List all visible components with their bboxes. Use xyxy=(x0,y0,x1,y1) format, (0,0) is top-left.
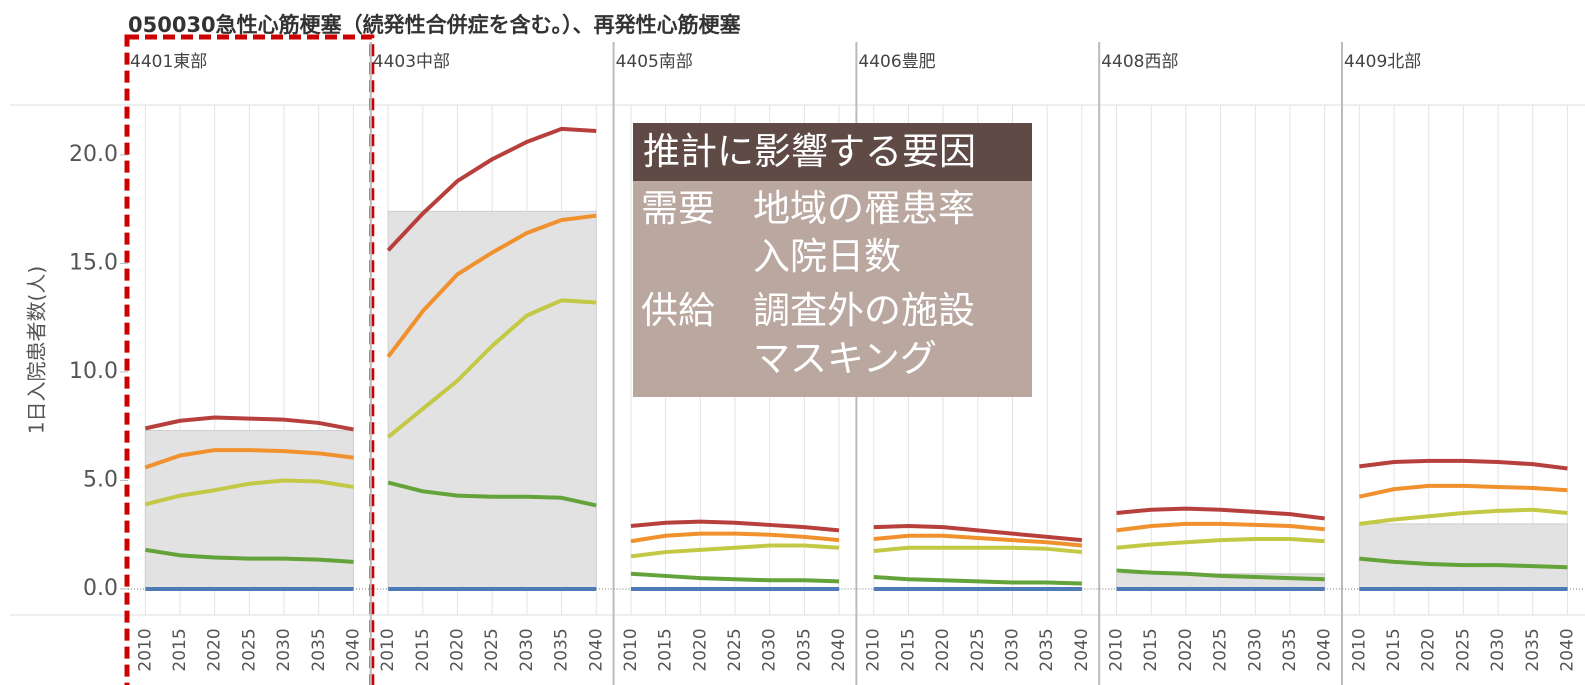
panel-label: 4406豊肥 xyxy=(858,52,935,72)
x-tick-label: 2020 xyxy=(205,628,225,671)
annotation-item: マスキング xyxy=(753,337,937,380)
y-tick-label: 10.0 xyxy=(69,359,118,384)
annotation-items: 調査外の施設 マスキング xyxy=(753,287,975,383)
series-line xyxy=(1116,537,1325,550)
series-line xyxy=(386,126,597,252)
annotation-header: 推計に影響する要因 xyxy=(633,123,1032,181)
annotation-row: 供給 調査外の施設 マスキング xyxy=(641,287,1032,383)
x-tick-label: 2020 xyxy=(448,628,468,671)
series-line xyxy=(144,478,354,507)
x-tick-label: 2015 xyxy=(898,628,918,671)
panel-label: 4401東部 xyxy=(130,52,207,72)
x-tick-label: 2025 xyxy=(968,628,988,671)
x-tick-label: 2010 xyxy=(1349,628,1369,671)
x-tick-label: 2025 xyxy=(482,628,502,671)
x-tick-label: 2035 xyxy=(1280,628,1300,671)
x-tick-label: 2015 xyxy=(413,628,433,671)
x-tick-label: 2030 xyxy=(1488,628,1508,671)
series-line xyxy=(630,571,840,584)
panel-label: 4409北部 xyxy=(1344,52,1421,72)
x-tick-label: 2030 xyxy=(760,628,780,671)
highlight-box xyxy=(124,34,375,685)
x-tick-label: 2015 xyxy=(656,628,676,671)
series-line xyxy=(145,547,354,564)
series-line xyxy=(1359,458,1568,471)
panel-label: 4405南部 xyxy=(616,52,693,72)
annotation-box: 推計に影響する要因 需要 地域の罹患率 入院日数 供給 調査外の施設 マスキング xyxy=(633,123,1032,397)
x-tick-label: 2010 xyxy=(378,628,398,671)
x-tick-label: 2010 xyxy=(135,628,155,671)
x-tick-label: 2010 xyxy=(864,628,884,671)
annotation-label: 供給 xyxy=(641,289,715,332)
x-tick-label: 2015 xyxy=(170,628,190,671)
x-tick-label: 2020 xyxy=(1419,628,1439,671)
annotation-body: 需要 地域の罹患率 入院日数 供給 調査外の施設 マスキング xyxy=(633,181,1032,397)
shaded-area xyxy=(387,210,597,590)
annotation-item: 調査外の施設 xyxy=(753,289,975,332)
x-tick-label: 2025 xyxy=(725,628,745,671)
series-line xyxy=(386,213,597,358)
x-tick-label: 2040 xyxy=(586,628,606,671)
series-line xyxy=(873,575,1082,586)
annotation-label: 需要 xyxy=(641,187,715,230)
x-tick-label: 2035 xyxy=(309,628,329,671)
series-line xyxy=(386,298,597,439)
chart-title: 050030急性心筋梗塞（続発性合併症を含む。）、再発性心筋梗塞 xyxy=(128,13,742,37)
y-axis-label: 1日入院患者数(人) xyxy=(25,266,49,434)
panel-label: 4408西部 xyxy=(1101,52,1178,72)
x-tick-label: 2040 xyxy=(343,628,363,671)
series-line xyxy=(1116,521,1325,533)
x-tick-label: 2020 xyxy=(1176,628,1196,671)
shaded-area xyxy=(1358,523,1568,590)
x-tick-label: 2025 xyxy=(1453,628,1473,671)
y-tick-label: 20.0 xyxy=(69,142,118,167)
x-tick-label: 2015 xyxy=(1141,628,1161,671)
x-tick-label: 2010 xyxy=(621,628,641,671)
series-line xyxy=(630,519,840,533)
x-tick-label: 2020 xyxy=(690,628,710,671)
x-tick-label: 2010 xyxy=(1107,628,1127,671)
series-line xyxy=(1359,556,1568,570)
annotation-item: 地域の罹患率 xyxy=(753,187,975,230)
series-line xyxy=(144,415,354,432)
x-tick-label: 2030 xyxy=(517,628,537,671)
series-line xyxy=(1116,568,1325,582)
x-tick-label: 2020 xyxy=(933,628,953,671)
x-tick-label: 2025 xyxy=(239,628,259,671)
annotation-row: 需要 地域の罹患率 入院日数 xyxy=(641,185,1032,281)
x-tick-label: 2025 xyxy=(1211,628,1231,671)
series-line xyxy=(1358,483,1568,499)
series-line xyxy=(873,545,1083,555)
x-tick-label: 2030 xyxy=(274,628,294,671)
x-tick-label: 2015 xyxy=(1384,628,1404,671)
annotation-items: 地域の罹患率 入院日数 xyxy=(753,185,975,281)
x-tick-label: 2040 xyxy=(829,628,849,671)
x-tick-label: 2035 xyxy=(794,628,814,671)
x-tick-label: 2040 xyxy=(1557,628,1577,671)
series-line xyxy=(144,448,354,470)
series-line xyxy=(630,531,840,544)
series-line xyxy=(630,543,840,559)
series-line xyxy=(873,524,1083,543)
x-tick-label: 2030 xyxy=(1002,628,1022,671)
panel-label: 4403中部 xyxy=(373,52,450,72)
x-tick-label: 2035 xyxy=(1523,628,1543,671)
x-tick-label: 2035 xyxy=(552,628,572,671)
y-tick-label: 5.0 xyxy=(83,467,118,492)
y-tick-label: 0.0 xyxy=(83,576,118,601)
x-tick-label: 2040 xyxy=(1315,628,1335,671)
series-line xyxy=(1116,506,1325,521)
annotation-item: 入院日数 xyxy=(753,235,901,278)
series-line xyxy=(387,480,597,508)
y-tick-label: 15.0 xyxy=(69,250,118,275)
series-line xyxy=(1359,507,1568,526)
series-line xyxy=(873,533,1083,548)
x-tick-label: 2030 xyxy=(1245,628,1265,671)
x-tick-label: 2035 xyxy=(1037,628,1057,671)
x-tick-label: 2040 xyxy=(1072,628,1092,671)
